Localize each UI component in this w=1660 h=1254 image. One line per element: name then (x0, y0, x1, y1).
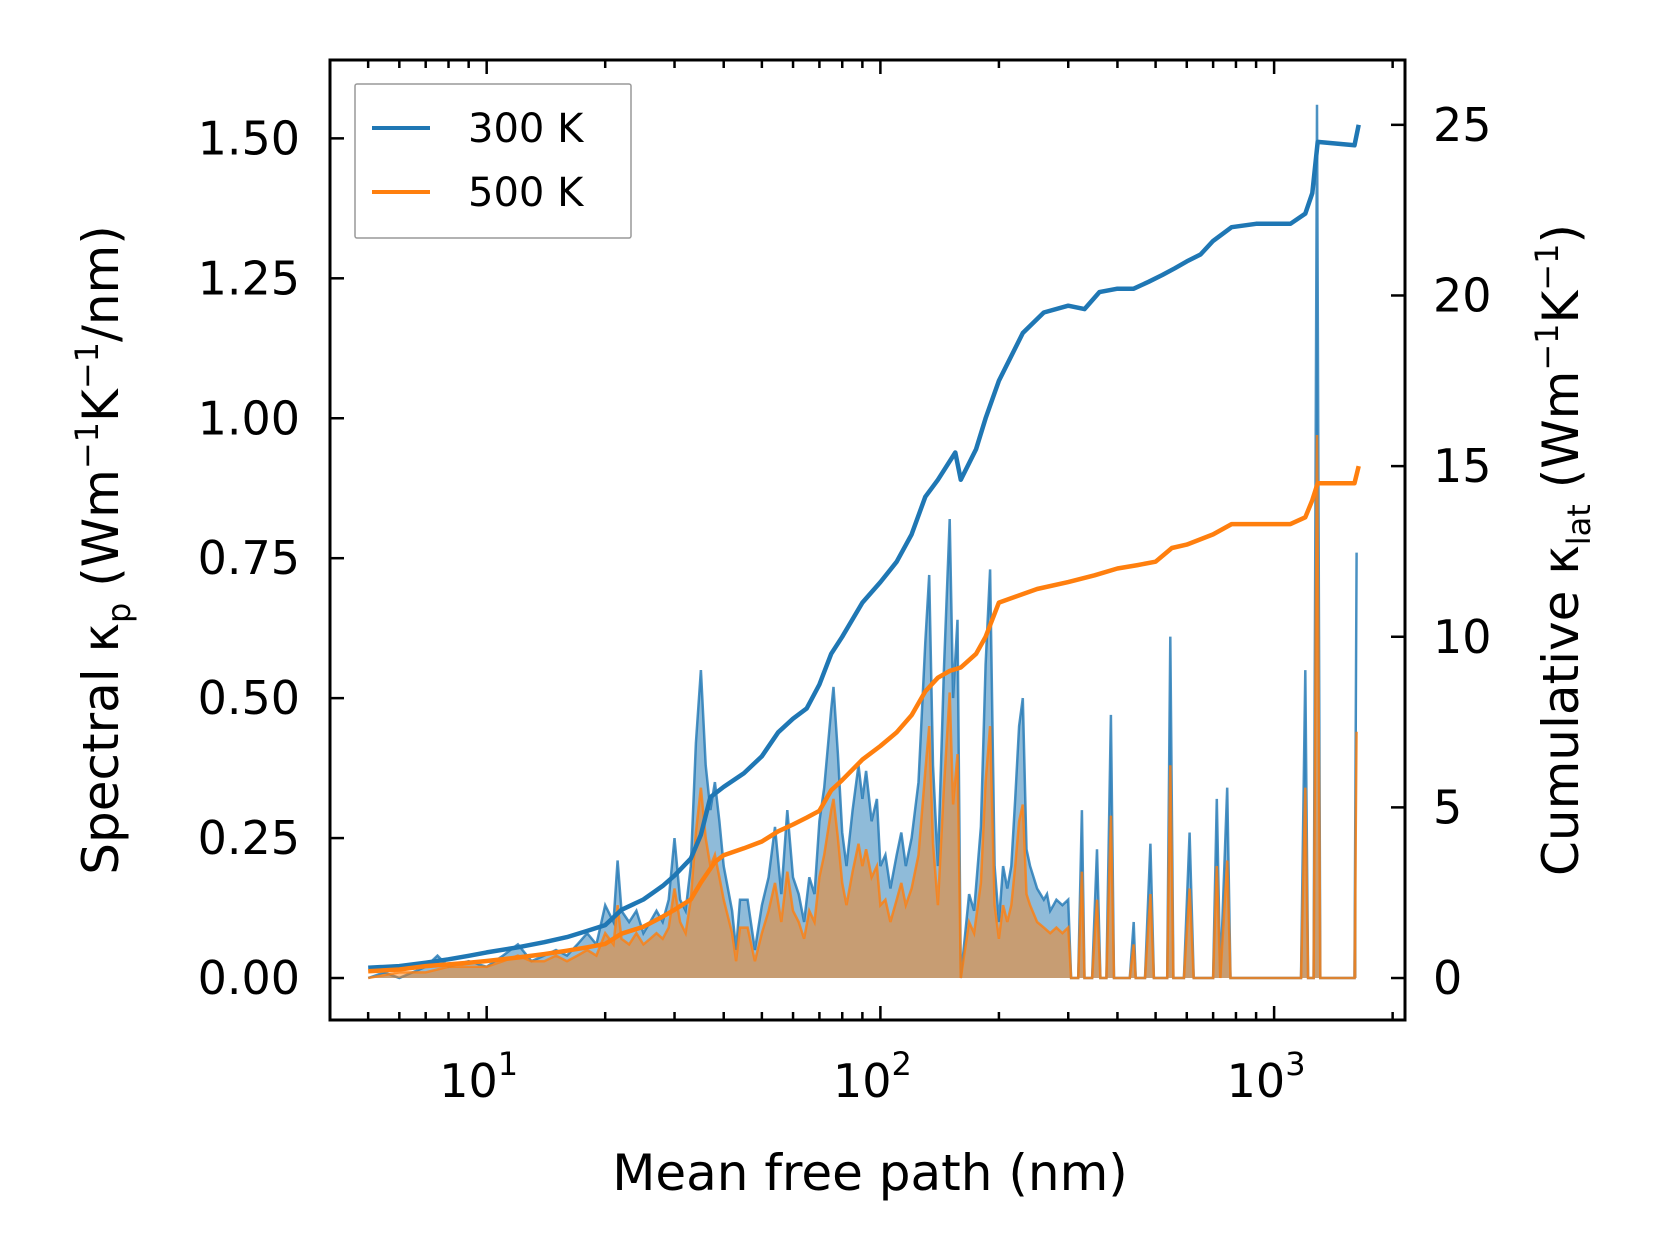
x-tick-label: 101 (439, 1045, 518, 1108)
y-right-tick-label: 20 (1433, 268, 1492, 322)
legend-box (354, 83, 632, 239)
y-right-tick-label: 15 (1433, 439, 1492, 493)
x-axis-label: Mean free path (nm) (612, 1144, 1128, 1202)
spectral-fill-0 (368, 104, 1357, 979)
spectral-line-0 (367, 104, 1358, 980)
cumulative-line-1 (368, 465, 1361, 974)
cumulative-line-0 (368, 124, 1361, 971)
y-left-tick-label: 1.00 (198, 391, 300, 445)
tick-labels: 101 102 103 0.00 0.25 0.50 0.75 1.00 1.25 1.50 0 5 1… (198, 98, 1492, 1108)
y-right-tick-label: 25 (1433, 98, 1492, 152)
y-left-tick-label: 0.00 (198, 951, 300, 1005)
spectral-fill-1 (368, 435, 1357, 978)
axis-ticks (328, 60, 1405, 1020)
y-left-tick-label: 0.75 (198, 531, 300, 585)
y-right-tick-label: 5 (1433, 780, 1462, 834)
y-left-tick-label: 1.50 (198, 111, 300, 165)
y-left-tick-label: 0.50 (198, 671, 300, 725)
plot-frame (328, 58, 1407, 1022)
legend-label-300k: 300 K (468, 106, 585, 152)
y-right-tick-label: 10 (1433, 610, 1492, 664)
y-right-tick-label: 0 (1433, 951, 1462, 1005)
legend-label-500k: 500 K (468, 170, 585, 216)
y-axis-label-left: Spectral κp (Wm−1K−1/nm) (68, 225, 138, 875)
legend: 300 K 500 K (354, 83, 632, 239)
y-axis-label-right: Cumulative κlat (Wm−1K−1) (1528, 224, 1598, 876)
x-tick-label: 103 (1227, 1045, 1306, 1108)
x-tick-label: 102 (833, 1045, 912, 1108)
cumulative-lines (368, 124, 1361, 974)
y-left-tick-label: 0.25 (198, 811, 300, 865)
spectral-fills (367, 104, 1358, 980)
y-left-tick-label: 1.25 (198, 251, 300, 305)
spectral-line-1 (367, 434, 1358, 980)
